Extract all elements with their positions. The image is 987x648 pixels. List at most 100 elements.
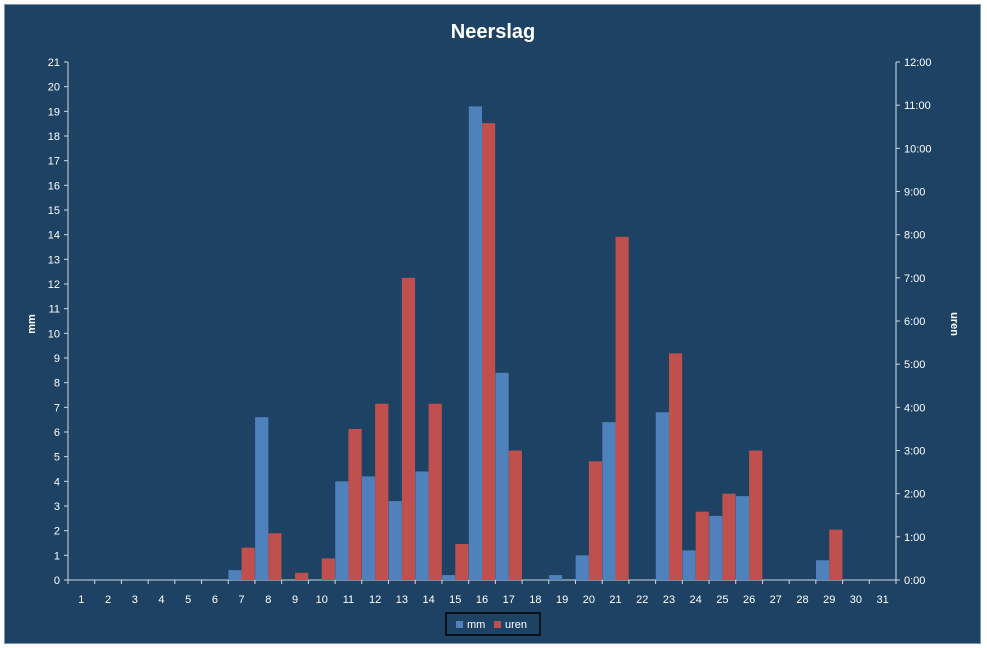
y2-tick-label: 0:00 <box>904 575 925 587</box>
x-tick-label: 9 <box>292 594 298 606</box>
y-tick-label: 7 <box>54 402 60 414</box>
x-tick-label: 15 <box>449 594 461 606</box>
y2-tick-label: 10:00 <box>904 143 932 155</box>
x-tick-label: 1 <box>78 594 84 606</box>
bar-mm <box>816 560 830 580</box>
y2-tick-label: 8:00 <box>904 230 925 242</box>
x-tick-label: 17 <box>503 594 515 606</box>
x-tick-label: 12 <box>369 594 381 606</box>
x-tick-label: 26 <box>743 594 755 606</box>
bar-mm <box>602 422 616 580</box>
legend-swatch-mm <box>456 621 463 628</box>
bar-mm <box>682 550 696 580</box>
x-tick-label: 18 <box>529 594 541 606</box>
y-tick-label: 20 <box>48 82 60 94</box>
y-tick-label: 18 <box>48 131 60 143</box>
bar-uren <box>268 533 282 580</box>
bar-mm <box>361 476 376 580</box>
bar-mm <box>415 471 429 580</box>
x-tick-label: 21 <box>609 594 621 606</box>
y-tick-label: 5 <box>54 452 60 464</box>
bar-uren <box>668 353 683 580</box>
y2-tick-label: 7:00 <box>904 273 925 285</box>
bar-uren <box>428 403 442 580</box>
bar-uren <box>829 529 843 580</box>
x-tick-label: 5 <box>185 594 191 606</box>
y2-tick-label: 12:00 <box>904 57 932 69</box>
bar-mm <box>495 372 509 580</box>
bar-uren <box>722 493 736 580</box>
x-tick-label: 13 <box>396 594 408 606</box>
bar-mm <box>335 481 349 580</box>
y-axis-title: mm <box>26 314 38 334</box>
y-tick-label: 17 <box>48 156 60 168</box>
y-tick-label: 4 <box>54 476 60 488</box>
bar-mm <box>735 496 750 580</box>
x-tick-label: 8 <box>265 594 271 606</box>
x-tick-label: 31 <box>877 594 889 606</box>
x-tick-label: 30 <box>850 594 862 606</box>
y-tick-label: 15 <box>48 205 60 217</box>
x-tick-label: 20 <box>583 594 595 606</box>
bar-uren <box>455 544 469 580</box>
x-tick-label: 7 <box>239 594 245 606</box>
bar-uren <box>588 461 603 580</box>
bar-uren <box>615 236 629 580</box>
bar-mm <box>228 570 242 580</box>
bar-uren <box>508 450 522 580</box>
chart-frame: Neerslag mm uren 0 1 2 3 4 5 6 7 8 9 10 11 12 13 14 15 1… <box>4 4 981 644</box>
bar-uren <box>695 511 709 580</box>
y2-axis-title: uren <box>948 312 960 336</box>
x-tick-label: 19 <box>556 594 568 606</box>
y2-tick-label: 4:00 <box>904 402 925 414</box>
y-tick-label: 8 <box>54 378 60 390</box>
x-tick-label: 28 <box>796 594 808 606</box>
bar-uren <box>401 277 416 580</box>
y-tick-label: 1 <box>54 550 60 562</box>
y2-tick-label: 2:00 <box>904 489 925 501</box>
y2-tick-label: 11:00 <box>904 100 931 112</box>
y-tick-label: 10 <box>48 328 60 340</box>
y-tick-label: 0 <box>54 575 60 587</box>
bar-mm <box>442 575 456 580</box>
y-tick-label: 21 <box>48 57 60 69</box>
bar-mm <box>575 555 589 580</box>
bar-uren <box>749 450 763 580</box>
legend-swatch-uren <box>494 621 501 628</box>
bar-uren <box>321 558 335 580</box>
bar-uren <box>348 428 362 580</box>
y2-tick-label: 3:00 <box>904 446 925 458</box>
x-tick-label: 22 <box>636 594 648 606</box>
bar-uren <box>241 547 255 580</box>
y-tick-label: 16 <box>48 180 60 192</box>
legend-label-mm: mm <box>467 619 485 631</box>
x-tick-label: 27 <box>770 594 782 606</box>
x-tick-label: 23 <box>663 594 675 606</box>
legend-box <box>445 612 541 636</box>
x-tick-label: 4 <box>158 594 164 606</box>
chart-title: Neerslag <box>451 21 536 43</box>
x-tick-label: 10 <box>316 594 328 606</box>
bar-mm <box>255 417 269 580</box>
y2-tick-label: 1:00 <box>904 532 925 544</box>
bar-mm <box>388 501 402 580</box>
x-tick-label: 14 <box>422 594 434 606</box>
y-tick-label: 9 <box>54 353 60 365</box>
bar-uren <box>295 572 309 580</box>
x-tick-label: 16 <box>476 594 488 606</box>
y2-tick-label: 9:00 <box>904 187 925 199</box>
x-tick-label: 2 <box>105 594 111 606</box>
y-tick-label: 3 <box>54 501 60 513</box>
y-tick-label: 11 <box>49 304 60 316</box>
legend-label-uren: uren <box>505 619 527 631</box>
bar-mm <box>655 412 669 580</box>
bar-uren <box>375 403 389 580</box>
plot-area: 01234567891011121314151617181920210:001:… <box>48 57 932 606</box>
chart-svg: Neerslag mm uren 01234567891011121314151… <box>26 21 960 636</box>
x-tick-label: 24 <box>690 594 702 606</box>
y-tick-label: 14 <box>48 230 60 242</box>
bar-mm <box>709 515 723 580</box>
x-tick-label: 11 <box>343 594 354 606</box>
y-tick-label: 2 <box>54 526 60 538</box>
y2-tick-label: 6:00 <box>904 316 925 328</box>
